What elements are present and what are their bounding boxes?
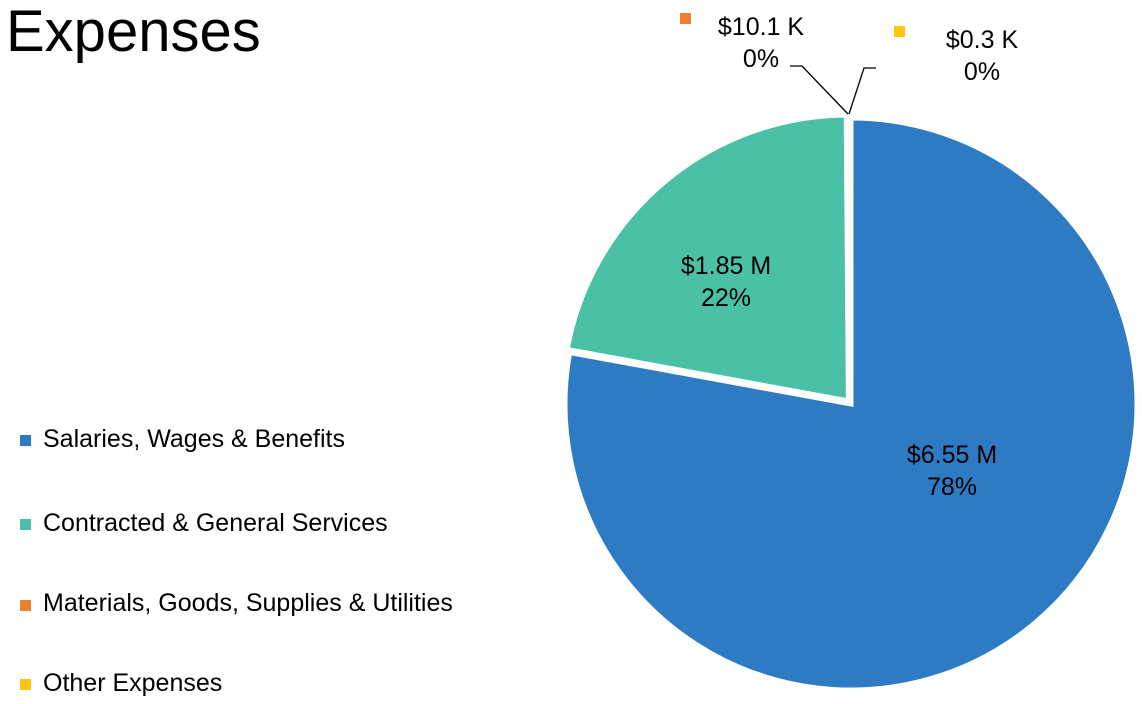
pie-slices: [562, 111, 1140, 693]
slice-label-marker-materials: [680, 13, 691, 24]
legend-label-materials-text: Materials, Goods, Supplies & Utilities: [43, 589, 453, 617]
legend-swatch-other: [20, 679, 31, 690]
legend-swatch-materials: [20, 600, 31, 611]
slice-label-materials-percent: 0%: [743, 45, 779, 73]
legend-label-salaries: Salaries, Wages & Benefits: [43, 425, 345, 453]
legend-label-contracted: Contracted & General Services: [43, 509, 388, 537]
slice-labels: $6.55 M 78% $1.85 M 22% $10.1 K 0% $0.3 K 0%: [680, 13, 1018, 501]
slice-label-contracted-percent: 22%: [701, 284, 751, 312]
slice-label-other: $0.3 K 0%: [946, 26, 1019, 86]
pie-slice-salaries: [562, 115, 1140, 693]
leader-lines: [790, 65, 876, 115]
leader-line-other: [848, 67, 876, 115]
slice-label-salaries-value: $6.55 M: [907, 441, 997, 469]
slice-label-other-percent: 0%: [964, 58, 1000, 86]
slice-label-marker-other: [894, 26, 905, 37]
legend-label-materials: Materials, Goods, Supplies & Utilities: [43, 588, 473, 618]
legend-label-other: Other Expenses: [43, 669, 223, 697]
slice-label-salaries-percent: 78%: [927, 473, 977, 501]
slice-label-other-value: $0.3 K: [946, 26, 1019, 54]
slice-label-salaries: $6.55 M 78%: [907, 441, 997, 501]
slice-label-materials-value: $10.1 K: [718, 13, 805, 41]
legend-swatch-contracted: [20, 519, 31, 530]
legend-swatch-salaries: [20, 435, 31, 446]
pie-slice-contracted: [564, 112, 851, 404]
slice-label-contracted-value: $1.85 M: [681, 252, 771, 280]
slice-label-contracted: $1.85 M 22%: [681, 252, 771, 312]
chart-title: Expenses: [6, 0, 261, 64]
slice-label-materials: $10.1 K 0%: [718, 13, 805, 73]
leader-line-materials: [790, 65, 849, 115]
